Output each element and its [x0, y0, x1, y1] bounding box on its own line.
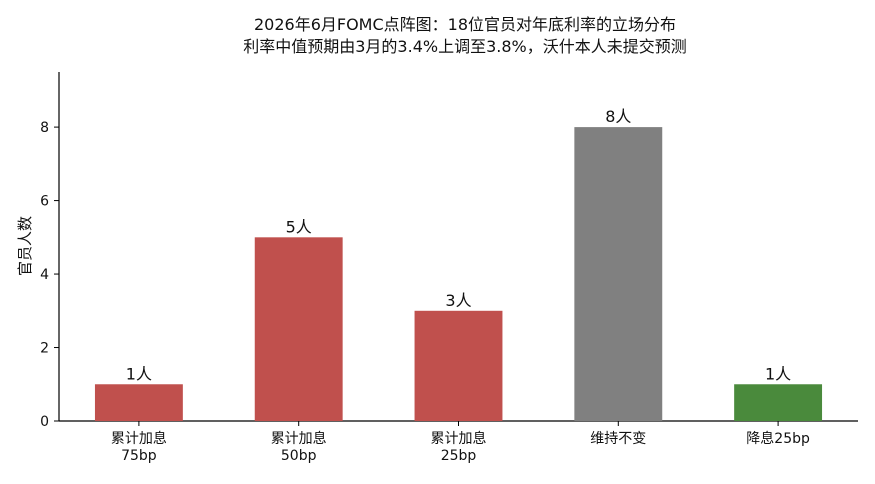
- x-tick-label: 降息25bp: [746, 430, 810, 447]
- bar: [574, 127, 663, 422]
- data-label: 1人: [765, 364, 791, 383]
- data-label: 8人: [605, 107, 631, 126]
- chart-subtitle: 利率中值预期由3月的3.4%上调至3.8%，沃什本人未提交预测: [243, 37, 686, 56]
- data-label: 5人: [286, 217, 312, 236]
- bar: [734, 384, 823, 421]
- x-tick-label: 维持不变: [590, 431, 646, 447]
- y-axis-title: 官员人数: [16, 216, 34, 276]
- chart-title: 2026年6月FOMC点阵图：18位官员对年底利率的立场分布: [254, 15, 676, 34]
- y-tick-label: 0: [40, 414, 49, 430]
- bar: [414, 310, 503, 421]
- bar: [254, 237, 343, 421]
- y-tick-label: 4: [40, 267, 49, 283]
- bar: [94, 384, 183, 421]
- y-tick-label: 6: [40, 194, 49, 210]
- x-tick-label: 累计加息 25bp: [431, 430, 487, 464]
- y-tick-label: 8: [40, 120, 49, 136]
- x-tick-label: 累计加息 75bp: [111, 430, 167, 464]
- data-label: 3人: [445, 291, 471, 310]
- y-tick-label: 2: [40, 341, 49, 357]
- data-label: 1人: [126, 364, 152, 383]
- x-tick-label: 累计加息 50bp: [271, 430, 327, 464]
